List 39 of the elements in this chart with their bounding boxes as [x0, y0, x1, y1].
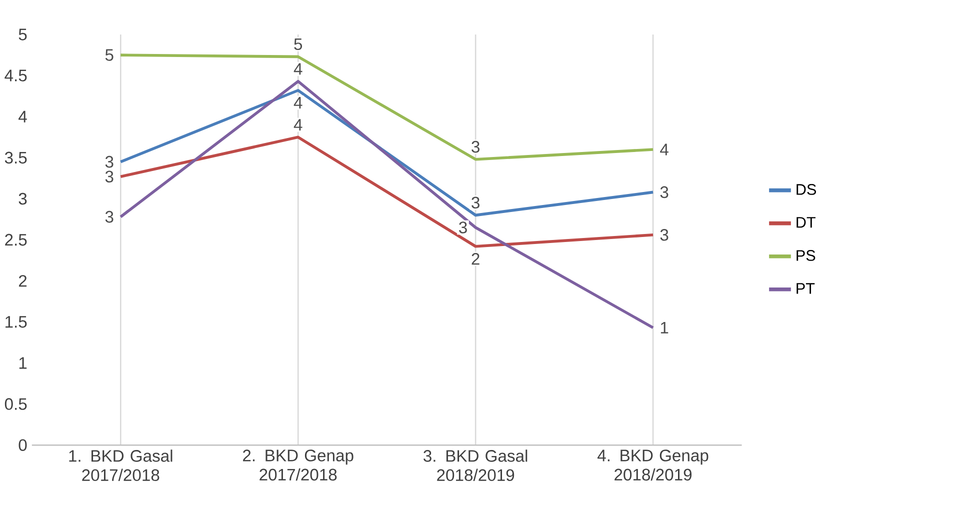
- line-series: [119, 80, 654, 329]
- data-label: 2: [472, 252, 480, 264]
- data-label: 4: [294, 63, 302, 74]
- y-tick-label: 0: [18, 438, 27, 451]
- x-tick-label: 1. BKD Gasal 2017/2018: [69, 449, 172, 481]
- data-label: 1: [660, 322, 668, 334]
- data-label: 3: [660, 186, 668, 198]
- data-label: 5: [105, 49, 114, 61]
- y-tick-label: 5: [18, 28, 27, 40]
- x-tick-label: 2. BKD Genap 2017/2018: [243, 449, 354, 480]
- x-tick-label: 3. BKD Gasal 2018/2019: [424, 449, 528, 481]
- y-tick-label: 3: [18, 192, 27, 204]
- data-label: 3: [105, 156, 114, 168]
- line-series: [119, 136, 654, 248]
- line-series: [119, 88, 654, 216]
- data-label: 4: [294, 96, 302, 108]
- data-label: 4: [294, 118, 302, 130]
- y-tick-label: 4: [18, 110, 27, 122]
- legend-label: PT: [796, 282, 815, 294]
- data-label: 3: [472, 196, 480, 208]
- data-label: 5: [294, 38, 302, 50]
- data-label: 3: [660, 228, 668, 241]
- y-tick-label: 0.5: [4, 398, 27, 410]
- y-tick-label: 2.5: [5, 234, 27, 246]
- line-series: [119, 53, 654, 161]
- x-tick-label: 4. BKD Genap 2018/2019: [597, 449, 708, 480]
- data-label: 3: [472, 140, 480, 152]
- y-tick-label: 1.5: [6, 316, 27, 328]
- legend-label: DS: [796, 184, 816, 195]
- y-tick-label: 4.5: [4, 70, 27, 82]
- y-tick-label: 3.5: [4, 152, 27, 164]
- y-tick-label: 2: [18, 274, 27, 286]
- data-label: 4: [660, 144, 668, 155]
- data-label: 3: [105, 170, 114, 182]
- data-label: 3: [105, 210, 114, 222]
- legend-label: PS: [796, 250, 816, 261]
- data-label: 3: [459, 221, 467, 234]
- legend-label: DT: [796, 216, 816, 228]
- y-tick-label: 1: [19, 357, 27, 368]
